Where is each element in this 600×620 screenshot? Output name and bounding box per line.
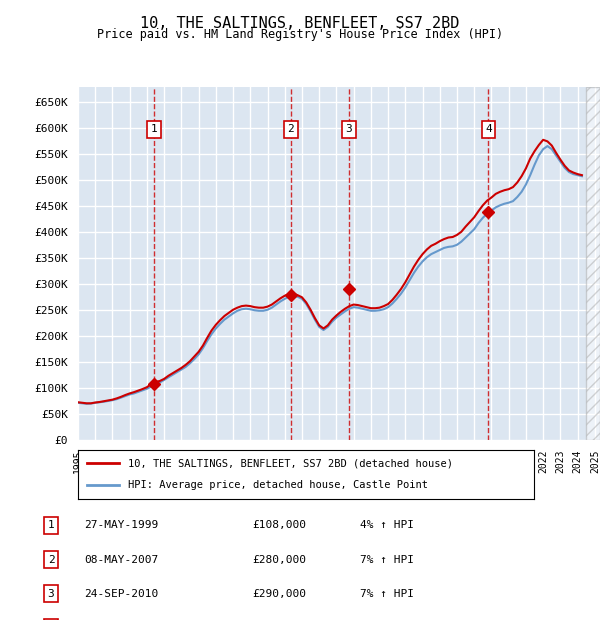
Text: £280,000: £280,000 <box>252 554 306 565</box>
Text: 4: 4 <box>485 124 492 134</box>
Text: 1: 1 <box>47 520 55 531</box>
Text: 24-SEP-2010: 24-SEP-2010 <box>84 588 158 599</box>
Text: 7% ↑ HPI: 7% ↑ HPI <box>360 554 414 565</box>
Text: HPI: Average price, detached house, Castle Point: HPI: Average price, detached house, Cast… <box>128 480 428 490</box>
Text: 1: 1 <box>151 124 157 134</box>
Text: £108,000: £108,000 <box>252 520 306 531</box>
Text: 2: 2 <box>47 554 55 565</box>
Bar <box>586 87 600 440</box>
Text: £290,000: £290,000 <box>252 588 306 599</box>
Text: 3: 3 <box>346 124 352 134</box>
Text: 7% ↑ HPI: 7% ↑ HPI <box>360 588 414 599</box>
Text: 3: 3 <box>47 588 55 599</box>
Text: 27-MAY-1999: 27-MAY-1999 <box>84 520 158 531</box>
Text: 2: 2 <box>287 124 295 134</box>
Text: 10, THE SALTINGS, BENFLEET, SS7 2BD (detached house): 10, THE SALTINGS, BENFLEET, SS7 2BD (det… <box>128 458 453 468</box>
Text: 4% ↑ HPI: 4% ↑ HPI <box>360 520 414 531</box>
Text: 08-MAY-2007: 08-MAY-2007 <box>84 554 158 565</box>
Text: Price paid vs. HM Land Registry's House Price Index (HPI): Price paid vs. HM Land Registry's House … <box>97 28 503 41</box>
Text: 10, THE SALTINGS, BENFLEET, SS7 2BD: 10, THE SALTINGS, BENFLEET, SS7 2BD <box>140 16 460 30</box>
